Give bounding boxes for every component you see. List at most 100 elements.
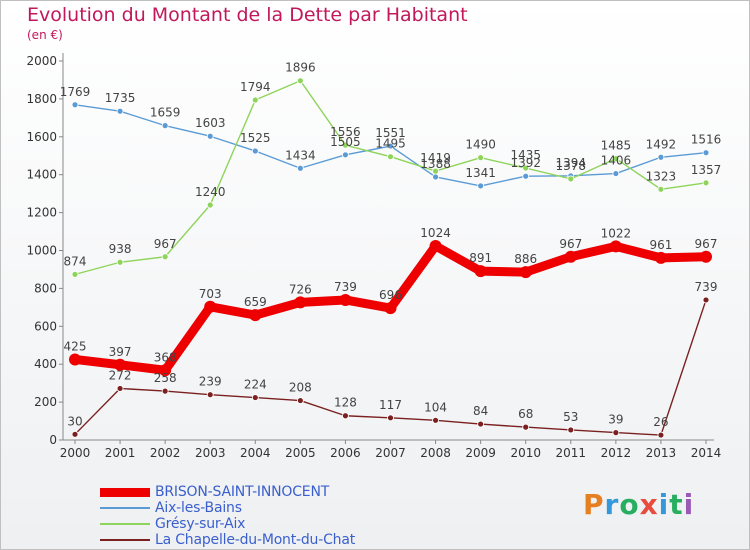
data-label: 1022 xyxy=(601,226,632,240)
data-point xyxy=(702,296,710,304)
data-label: 1406 xyxy=(601,154,632,168)
data-point xyxy=(432,173,439,181)
data-label: 1357 xyxy=(691,163,722,177)
data-label: 1516 xyxy=(691,133,722,147)
logo-letter: t xyxy=(669,488,684,521)
data-point xyxy=(159,364,172,377)
data-label: 1735 xyxy=(105,91,136,105)
data-label: 1556 xyxy=(330,125,361,139)
data-point xyxy=(342,412,349,420)
data-point xyxy=(567,175,575,183)
data-point xyxy=(342,151,349,159)
data-label: 1240 xyxy=(195,185,226,199)
data-point xyxy=(609,240,622,253)
y-tick-label: 1000 xyxy=(26,244,57,258)
legend-swatch xyxy=(100,507,150,509)
y-tick-label: 0 xyxy=(49,433,57,447)
data-point xyxy=(657,153,665,161)
data-point xyxy=(564,250,577,263)
legend-label: La Chapelle-du-Mont-du-Chat xyxy=(155,532,355,548)
data-label: 117 xyxy=(379,398,402,412)
legend-item: BRISON-SAINT-INNOCENT xyxy=(100,484,355,500)
data-label: 1341 xyxy=(465,166,496,180)
data-label: 53 xyxy=(563,410,578,424)
data-point xyxy=(69,353,81,366)
data-label: 1378 xyxy=(556,159,587,173)
data-point xyxy=(206,391,214,399)
x-tick-label: 2006 xyxy=(330,446,361,460)
data-label: 224 xyxy=(244,378,267,392)
data-label: 1896 xyxy=(285,61,316,75)
data-label: 1505 xyxy=(330,135,361,149)
data-label: 1388 xyxy=(420,157,451,171)
data-point xyxy=(657,431,665,439)
x-tick-label: 2001 xyxy=(105,446,136,460)
data-point xyxy=(71,270,79,278)
data-label: 68 xyxy=(518,407,533,421)
data-point xyxy=(654,251,667,264)
data-point xyxy=(522,172,530,180)
y-tick-label: 2000 xyxy=(26,54,57,68)
data-point xyxy=(429,239,442,252)
data-label: 1603 xyxy=(195,116,226,130)
data-label: 258 xyxy=(154,371,177,385)
logo-letter: i xyxy=(658,488,670,521)
data-point xyxy=(296,164,304,172)
x-tick-label: 2009 xyxy=(465,446,496,460)
data-label: 961 xyxy=(649,238,672,252)
y-tick-label: 1600 xyxy=(26,130,57,144)
data-point xyxy=(522,423,530,431)
data-label: 739 xyxy=(695,280,718,294)
data-label: 967 xyxy=(154,237,177,251)
data-label: 272 xyxy=(109,368,132,382)
data-label: 1392 xyxy=(510,156,541,170)
chart-title: Evolution du Montant de la Dette par Hab… xyxy=(27,4,468,26)
data-label: 104 xyxy=(424,400,447,414)
data-label: 967 xyxy=(559,237,582,251)
data-point xyxy=(657,185,665,193)
data-point xyxy=(567,426,575,434)
data-label: 208 xyxy=(289,381,312,395)
data-point xyxy=(294,296,307,309)
x-tick-label: 2012 xyxy=(601,446,632,460)
data-label: 1769 xyxy=(60,85,91,99)
data-point xyxy=(384,302,397,315)
data-point xyxy=(296,77,304,85)
data-label: 26 xyxy=(653,415,668,429)
data-label: 30 xyxy=(67,414,82,428)
data-label: 696 xyxy=(379,288,402,302)
logo-letter: o xyxy=(619,488,640,521)
data-point xyxy=(251,394,259,401)
data-point xyxy=(519,266,532,279)
data-label: 739 xyxy=(334,280,357,294)
legend-item: La Chapelle-du-Mont-du-Chat xyxy=(100,532,355,548)
data-point xyxy=(251,147,259,155)
data-label: 368 xyxy=(154,350,177,364)
data-point xyxy=(161,387,169,395)
y-tick-label: 600 xyxy=(34,319,57,333)
chart-unit: (en €) xyxy=(27,28,63,42)
x-tick-label: 2008 xyxy=(420,446,451,460)
data-label: 39 xyxy=(608,413,623,427)
data-label: 703 xyxy=(199,287,222,301)
data-point xyxy=(249,309,262,322)
data-point xyxy=(702,149,710,157)
data-point xyxy=(700,250,712,263)
y-tick-label: 200 xyxy=(34,395,57,409)
y-tick-label: 400 xyxy=(34,357,57,371)
data-label: 874 xyxy=(64,254,87,268)
legend-label: Aix-les-Bains xyxy=(155,500,242,516)
data-point xyxy=(477,154,485,162)
legend-item: Grésy-sur-Aix xyxy=(100,516,355,532)
data-label: 726 xyxy=(289,282,312,296)
legend-item: Aix-les-Bains xyxy=(100,500,355,516)
data-point xyxy=(612,155,620,162)
data-point xyxy=(477,182,485,190)
data-point xyxy=(432,416,439,424)
x-tick-label: 2007 xyxy=(375,446,406,460)
data-label: 1525 xyxy=(240,131,271,145)
data-point xyxy=(432,167,439,175)
data-label: 1323 xyxy=(646,169,677,183)
